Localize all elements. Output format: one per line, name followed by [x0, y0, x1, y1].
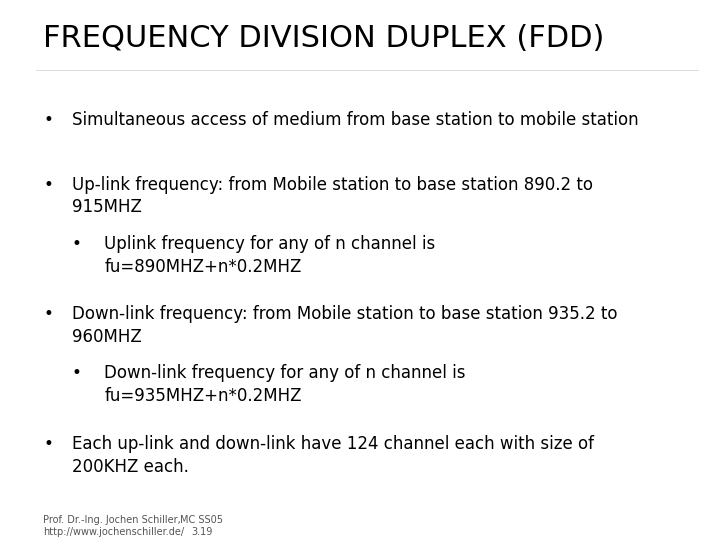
Text: Down-link frequency for any of n channel is
fu=935MHZ+n*0.2MHZ: Down-link frequency for any of n channel…: [104, 364, 466, 406]
Text: •: •: [43, 305, 53, 323]
Text: •: •: [43, 435, 53, 453]
Text: •: •: [72, 235, 82, 253]
Text: MC SS05
3.19: MC SS05 3.19: [180, 515, 223, 537]
Text: Simultaneous access of medium from base station to mobile station: Simultaneous access of medium from base …: [72, 111, 639, 129]
Text: •: •: [43, 176, 53, 193]
Text: Each up-link and down-link have 124 channel each with size of
200KHZ each.: Each up-link and down-link have 124 chan…: [72, 435, 594, 476]
Text: Up-link frequency: from Mobile station to base station 890.2 to
915MHZ: Up-link frequency: from Mobile station t…: [72, 176, 593, 217]
Text: Uplink frequency for any of n channel is
fu=890MHZ+n*0.2MHZ: Uplink frequency for any of n channel is…: [104, 235, 436, 276]
Text: •: •: [43, 111, 53, 129]
Text: Prof. Dr.-Ing. Jochen Schiller,
http://www.jochenschiller.de/: Prof. Dr.-Ing. Jochen Schiller, http://w…: [43, 515, 184, 537]
Text: Down-link frequency: from Mobile station to base station 935.2 to
960MHZ: Down-link frequency: from Mobile station…: [72, 305, 618, 346]
Text: •: •: [72, 364, 82, 382]
Text: FREQUENCY DIVISION DUPLEX (FDD): FREQUENCY DIVISION DUPLEX (FDD): [43, 24, 605, 53]
